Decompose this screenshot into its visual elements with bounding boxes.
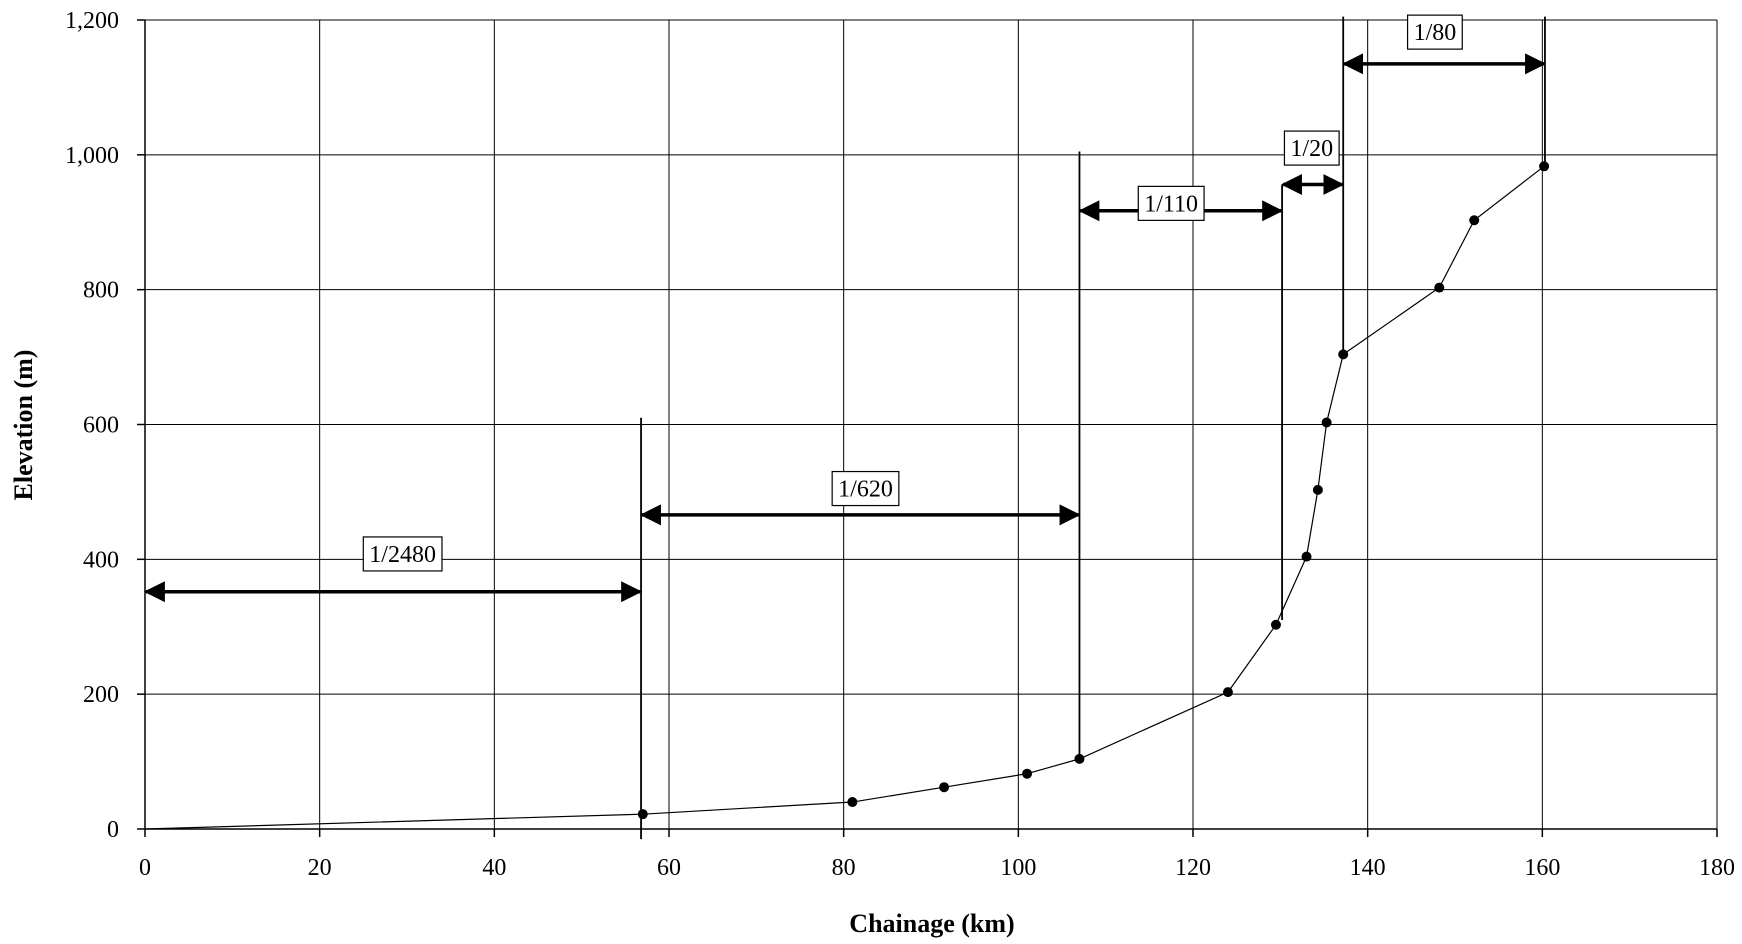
gradient-label-box: [1406, 14, 1463, 50]
data-point: [637, 809, 648, 820]
data-point: [1338, 349, 1349, 360]
data-point: [1469, 215, 1480, 226]
data-point: [1321, 417, 1332, 428]
gridlines: [145, 19, 1718, 829]
x-tick-label: 160: [1524, 855, 1560, 881]
y-tick-label: 1,200: [65, 8, 119, 34]
data-point: [1270, 619, 1281, 630]
data-point: [939, 782, 950, 793]
elevation-series: [144, 161, 1550, 830]
gradient-label-text: 1/20: [1290, 136, 1333, 162]
data-point: [847, 797, 858, 808]
x-tick-label: 40: [482, 855, 506, 881]
gradient-label-text: 1/110: [1144, 191, 1198, 217]
gradient-label: 1/20: [1283, 130, 1340, 166]
x-tick-label: 120: [1175, 855, 1211, 881]
x-tick-label: 0: [139, 855, 151, 881]
gradient-label-text: 1/80: [1414, 20, 1457, 46]
x-tick-label: 20: [308, 855, 332, 881]
y-tick-label: 400: [83, 547, 119, 573]
gradient-label-box: [831, 470, 900, 507]
y-tick-label: 800: [83, 278, 119, 304]
data-point: [1434, 282, 1445, 293]
data-point: [1301, 551, 1312, 562]
data-point: [1222, 687, 1233, 698]
gradient-label: 1/80: [1406, 14, 1463, 50]
gradient-label-text: 1/2480: [369, 542, 436, 568]
x-tick-label: 80: [832, 855, 856, 881]
data-point: [1539, 161, 1550, 172]
x-axis-title: Chainage (km): [849, 909, 1014, 938]
data-point: [1312, 484, 1323, 495]
y-tick-label: 200: [83, 682, 119, 708]
y-tick-label: 1,000: [65, 143, 119, 169]
gradient-label-text: 1/620: [838, 477, 893, 503]
x-tick-label: 60: [657, 855, 681, 881]
y-tick-label: 0: [107, 817, 119, 843]
gradient-label-box: [362, 536, 443, 572]
y-axis-title: Elevation (m): [9, 350, 38, 501]
data-point: [1022, 768, 1033, 779]
gradient-label-box: [1283, 130, 1340, 166]
gradient-label: 1/2480: [362, 536, 443, 572]
gradient-label: 1/620: [831, 470, 900, 507]
data-point: [1074, 753, 1085, 764]
axis-tick-labels: 0 20 40 60 80 100 120 140 160 180 0 200 400 600 800 1,0…: [65, 8, 1735, 881]
x-tick-label: 100: [1000, 855, 1036, 881]
gradient-annotations: 1/2480 1/620 1/110 1/20 1/80: [143, 14, 1547, 603]
gradient-label-box: [1137, 185, 1205, 221]
x-tick-label: 180: [1699, 855, 1735, 881]
y-tick-label: 600: [83, 413, 119, 439]
x-tick-label: 140: [1350, 855, 1386, 881]
gradient-label: 1/110: [1137, 185, 1205, 221]
